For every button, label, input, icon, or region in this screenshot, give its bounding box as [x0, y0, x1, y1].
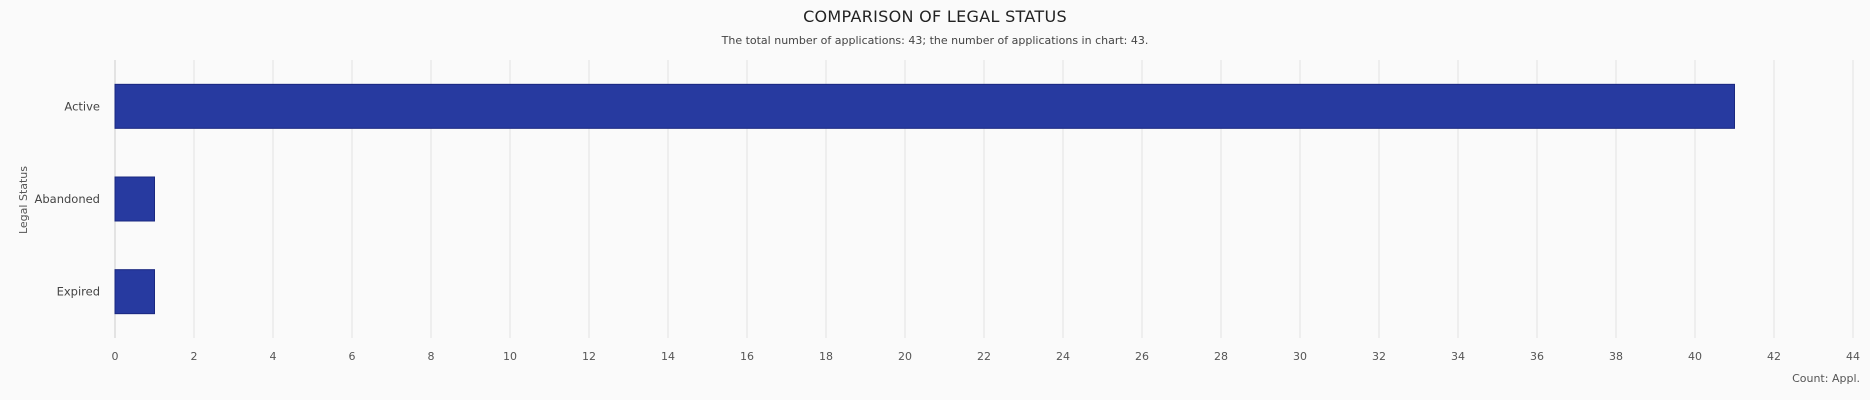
x-tick-label: 10 [503, 350, 517, 363]
bar-active[interactable] [114, 83, 1735, 129]
category-label-expired: Expired [57, 285, 100, 299]
x-tick-label: 34 [1451, 350, 1465, 363]
x-tick-label: 40 [1688, 350, 1702, 363]
x-tick-label: 42 [1767, 350, 1781, 363]
x-tick-label: 32 [1372, 350, 1386, 363]
chart-subtitle: The total number of applications: 43; th… [721, 34, 1149, 47]
x-tick-label: 18 [819, 350, 833, 363]
x-tick-label: 24 [1056, 350, 1070, 363]
x-tick-label: 38 [1609, 350, 1623, 363]
x-tick-label: 22 [977, 350, 991, 363]
category-labels: Active Abandoned Expired [34, 99, 100, 298]
x-tick-label: 8 [428, 350, 435, 363]
bar-expired[interactable] [114, 269, 155, 315]
x-tick-label: 4 [270, 350, 277, 363]
bar-abandoned[interactable] [114, 176, 155, 222]
x-tick-label: 44 [1846, 350, 1860, 363]
chart-title: COMPARISON OF LEGAL STATUS [803, 7, 1067, 26]
x-tick-label: 2 [191, 350, 198, 363]
x-tick-label: 6 [349, 350, 356, 363]
category-label-abandoned: Abandoned [34, 192, 100, 206]
x-tick-label: 26 [1135, 350, 1149, 363]
x-axis-title: Count: Appl. [1792, 372, 1860, 385]
x-tick-label: 16 [740, 350, 754, 363]
x-tick-label: 20 [898, 350, 912, 363]
bars [114, 83, 1735, 315]
category-label-active: Active [64, 99, 100, 113]
x-tick-label: 36 [1530, 350, 1544, 363]
x-tick-label: 28 [1214, 350, 1228, 363]
x-tick-labels: 0 2 4 6 8 10 12 14 16 18 20 22 24 26 28 30 32 34 36 38 40 42 4… [112, 350, 1861, 363]
x-tick-label: 12 [582, 350, 596, 363]
x-tick-label: 14 [661, 350, 675, 363]
y-axis-title: Legal Status [17, 166, 30, 234]
x-tick-label: 0 [112, 350, 119, 363]
x-tick-label: 30 [1293, 350, 1307, 363]
